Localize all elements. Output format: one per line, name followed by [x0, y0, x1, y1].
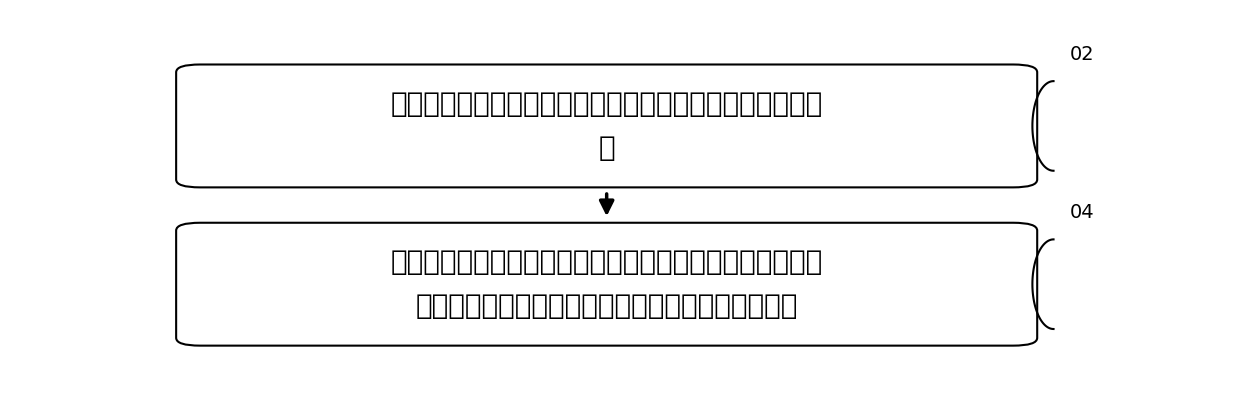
Text: 同时通过模数转换器和感光测试计时电路输出电信号: 同时通过模数转换器和感光测试计时电路输出电信号: [415, 292, 797, 320]
FancyBboxPatch shape: [176, 64, 1037, 187]
Text: 02: 02: [1070, 45, 1095, 64]
Text: 号: 号: [599, 134, 615, 162]
Text: 04: 04: [1070, 203, 1095, 222]
Text: 在形成深度信息时，控制属于同一感光像素单元的感光像素: 在形成深度信息时，控制属于同一感光像素单元的感光像素: [391, 249, 823, 276]
Text: 在形成场景信息时，控制感光像素通过模数转换器输出电信: 在形成场景信息时，控制感光像素通过模数转换器输出电信: [391, 90, 823, 118]
FancyBboxPatch shape: [176, 223, 1037, 346]
